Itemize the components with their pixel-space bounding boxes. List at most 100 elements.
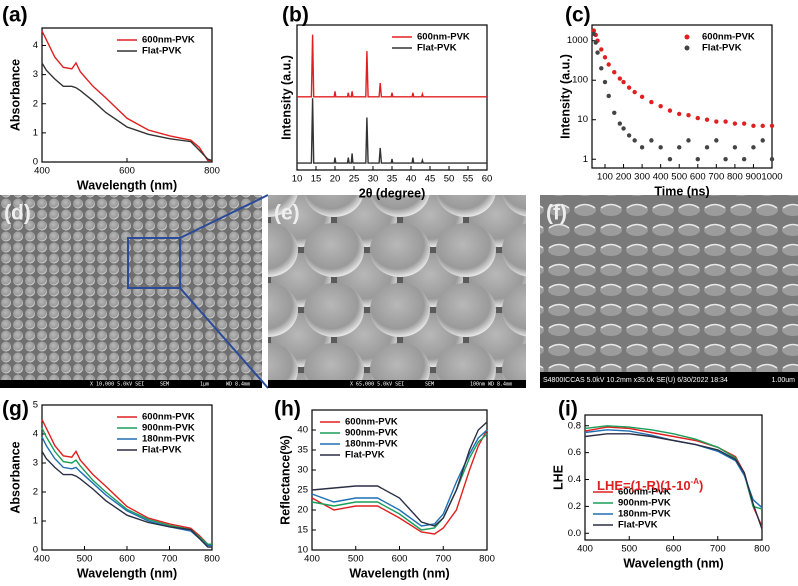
panel-label: (e) xyxy=(274,202,300,225)
series-line xyxy=(584,425,763,510)
point xyxy=(723,119,728,124)
sem-detector: SEM xyxy=(160,382,169,388)
point xyxy=(667,157,673,162)
sem-panel-f: S4800ICCAS 5.0kV 10.2mm x35.0k SE(U) 6/3… xyxy=(540,195,798,388)
sem-wd: WD 8.4mm xyxy=(488,382,512,388)
annotation-part: -A xyxy=(691,477,700,486)
point xyxy=(741,121,747,126)
point xyxy=(677,111,682,117)
point xyxy=(649,99,654,105)
point xyxy=(695,157,700,162)
point xyxy=(760,123,765,129)
y-tick-label: 0.2 xyxy=(568,501,581,512)
zoom-line xyxy=(179,287,269,389)
x-tick-label: 20 xyxy=(330,174,341,185)
x-tick-label: 700 xyxy=(162,554,178,565)
series-line xyxy=(41,419,212,545)
point xyxy=(686,113,691,118)
legend-label: Flat-PVK xyxy=(142,46,182,57)
y-tick-label: 2 xyxy=(33,487,38,498)
x-tick-label: 200 xyxy=(616,172,632,183)
point xyxy=(760,138,765,143)
y-tick-label: 0.6 xyxy=(568,447,581,458)
panel-label: (f) xyxy=(546,202,567,225)
plot-frame xyxy=(591,24,773,169)
point xyxy=(704,145,710,150)
point xyxy=(769,123,775,129)
point xyxy=(686,138,691,143)
x-tick-label: 300 xyxy=(634,172,650,183)
series-line xyxy=(584,433,763,530)
point xyxy=(714,119,719,124)
series-line xyxy=(41,62,213,162)
y-tick-label: 0.4 xyxy=(568,474,581,485)
y-tick-label: 0.0 xyxy=(568,528,581,539)
x-tick-label: 400 xyxy=(34,554,50,565)
x-tick-label: 400 xyxy=(34,166,50,177)
x-tick-label: 700 xyxy=(710,544,726,555)
point xyxy=(599,47,604,52)
sem-scale: 1.00um xyxy=(772,377,796,384)
zoom-box xyxy=(127,237,181,289)
legend-swatch xyxy=(684,34,690,40)
y-tick-label: 30 xyxy=(297,465,308,476)
point xyxy=(741,157,747,162)
point xyxy=(595,50,600,55)
x-tick-label: 60 xyxy=(482,174,493,185)
panel-label: (c) xyxy=(565,4,591,27)
point xyxy=(626,85,632,90)
x-axis-label: Wavelength (nm) xyxy=(77,566,177,580)
x-axis-label: Wavelength (nm) xyxy=(623,556,723,570)
point xyxy=(632,89,637,95)
legend-label: 600nm-PVK xyxy=(345,417,398,428)
y-tick-label: 1 xyxy=(583,154,588,165)
y-tick-label: 4 xyxy=(33,429,38,440)
sem-scale: 1μm xyxy=(200,382,209,388)
panel-label: (i) xyxy=(558,398,578,421)
point xyxy=(591,31,597,36)
point xyxy=(639,94,645,100)
x-tick-label: 55 xyxy=(463,174,474,185)
y-tick-label: 3 xyxy=(33,458,38,469)
legend-label: 900nm-PVK xyxy=(142,423,195,434)
x-tick-label: 600 xyxy=(392,554,408,565)
y-tick-label: 20 xyxy=(297,505,308,516)
x-tick-label: 500 xyxy=(77,554,93,565)
sem-scale: 100nm xyxy=(470,382,485,388)
point xyxy=(658,145,663,150)
point xyxy=(621,79,626,85)
point xyxy=(704,117,710,122)
y-tick-label: 40 xyxy=(297,425,308,436)
series-line xyxy=(41,30,212,162)
point xyxy=(732,145,738,150)
point xyxy=(621,126,626,131)
legend-label: Flat-PVK xyxy=(345,450,385,461)
x-tick-label: 700 xyxy=(435,554,451,565)
legend-label: 900nm-PVK xyxy=(618,498,671,509)
x-tick-label: 800 xyxy=(479,554,495,565)
y-tick-label: 1 xyxy=(33,516,38,527)
x-tick-label: 500 xyxy=(671,172,687,183)
x-tick-label: 1000 xyxy=(761,172,782,183)
point xyxy=(606,93,611,99)
x-tick-label: 900 xyxy=(746,172,762,183)
legend-label: 900nm-PVK xyxy=(345,428,398,439)
x-tick-label: 25 xyxy=(349,174,360,185)
legend-label: 600nm-PVK xyxy=(702,32,755,43)
point xyxy=(751,145,756,150)
point xyxy=(677,145,682,150)
legend-label: 600nm-PVK xyxy=(142,412,195,423)
annotation-part: LHE=(1-R)(1-10 xyxy=(597,478,691,493)
legend-label: Flat-PVK xyxy=(618,520,658,531)
series-line xyxy=(41,451,212,548)
x-tick-label: 800 xyxy=(204,166,220,177)
legend-label: 180nm-PVK xyxy=(618,509,671,520)
point xyxy=(723,157,728,162)
y-tick-label: 1000 xyxy=(567,35,588,46)
point xyxy=(732,121,738,126)
x-tick-label: 500 xyxy=(348,554,364,565)
panel-label: (g) xyxy=(2,398,29,421)
y-tick-label: 1 xyxy=(33,127,38,138)
series-line xyxy=(311,429,488,535)
